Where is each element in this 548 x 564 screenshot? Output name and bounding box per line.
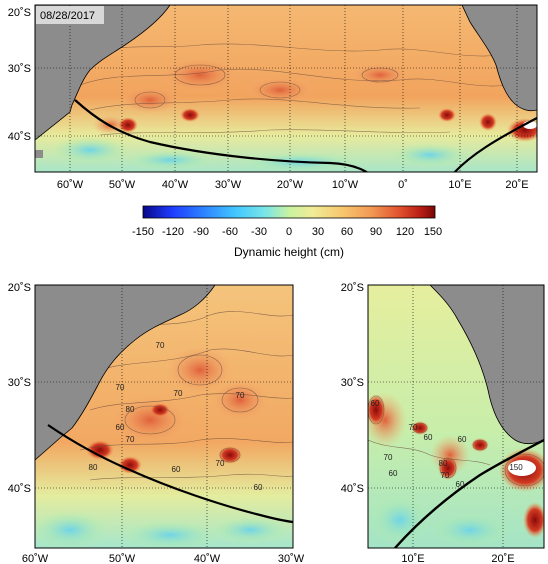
top-lat-label-40s: 40˚S	[8, 131, 31, 143]
colorbar-tick-label: -60	[222, 226, 238, 238]
contour-label: 70	[216, 459, 225, 468]
bl-lon-label-30w: 30˚W	[278, 553, 305, 564]
br-lat-label-20s: 20˚S	[341, 282, 364, 294]
south-america-landmass	[35, 5, 171, 141]
colorbar-tick-label: 120	[396, 226, 414, 238]
top-front-line	[74, 99, 369, 172]
contour-label: 70	[174, 389, 183, 398]
br-lon-label-10e: 10˚E	[401, 553, 424, 564]
colorbar-tick-label: 30	[312, 226, 324, 238]
colorbar-tick-label: -120	[162, 226, 184, 238]
top-lon-label-40w: 40˚W	[162, 179, 189, 191]
top-front-line-east	[453, 117, 537, 172]
contour-label: 60	[116, 423, 125, 432]
top-map: 08/28/2017 20˚S 30˚S 40˚S 60˚W 50˚W 40˚W…	[8, 4, 538, 191]
africa-landmass	[461, 5, 537, 112]
bl-lat-label-20s: 20˚S	[8, 282, 31, 294]
colorbar-tick-label: 90	[370, 226, 382, 238]
contour-label: 70	[156, 341, 165, 350]
contour-label: 80	[439, 459, 448, 468]
contour-label: 60	[371, 399, 380, 408]
top-lat-label-30s: 30˚S	[8, 63, 31, 75]
bottom-right-map-frame	[367, 284, 545, 549]
bl-lon-label-50w: 50˚W	[109, 553, 136, 564]
colorbar-tick-label: -90	[193, 226, 209, 238]
top-lon-label-10w: 10˚W	[332, 179, 359, 191]
colorbar-label: Dynamic height (cm)	[234, 245, 344, 259]
bl-lat-label-30s: 30˚S	[8, 377, 31, 389]
contour-label: 80	[89, 463, 98, 472]
colorbar-gradient	[142, 205, 436, 219]
br-lat-label-40s: 40˚S	[341, 483, 364, 495]
contour-label: 60	[458, 435, 467, 444]
top-lon-label-20e: 20˚E	[505, 179, 528, 191]
top-lon-label-20w: 20˚W	[277, 179, 304, 191]
top-lat-label-20s: 20˚S	[8, 7, 31, 19]
bl-lon-label-40w: 40˚W	[194, 553, 221, 564]
bottom-left-front-line	[47, 424, 293, 524]
top-lon-label-50w: 50˚W	[109, 179, 136, 191]
top-map-frame	[34, 4, 538, 173]
contour-label: 70	[409, 423, 418, 432]
bottom-right-map-grid	[368, 285, 544, 548]
top-lon-label-0: 0˚	[398, 179, 408, 191]
date-label-box	[36, 6, 104, 24]
bl-lon-label-60w: 60˚W	[22, 553, 49, 564]
contour-label: 70	[441, 471, 450, 480]
colorbar-tick-label: -30	[251, 226, 267, 238]
colorbar: -150 -120 -90 -60 -30 0 30 60 90 120 150…	[132, 205, 442, 259]
bottom-left-map-grid	[35, 285, 293, 548]
top-lon-label-30w: 30˚W	[215, 179, 242, 191]
bottom-left-map-frame	[34, 284, 294, 549]
bottom-left-map: 70 70 70 70 80 60 70 80 60 70 60 20˚S 30…	[8, 282, 305, 564]
date-label: 08/28/2017	[40, 10, 95, 22]
contour-label: 60	[456, 480, 465, 489]
contour-label: 60	[424, 433, 433, 442]
africa-landmass	[429, 285, 544, 445]
br-lon-label-20e: 20˚E	[491, 553, 514, 564]
contour-label: 70	[126, 435, 135, 444]
colorbar-tick-label: -150	[132, 226, 154, 238]
bottom-right-front-line	[394, 438, 544, 548]
contour-label: 60	[389, 469, 398, 478]
south-america-landmass	[35, 285, 216, 461]
colorbar-tick-label: 0	[286, 226, 292, 238]
colorbar-tick-label: 150	[424, 226, 442, 238]
contour-label: 80	[126, 405, 135, 414]
contour-label: 150	[509, 463, 523, 472]
colorbar-tick-label: 60	[341, 226, 353, 238]
contour-label: 70	[236, 391, 245, 400]
contour-label: 70	[116, 383, 125, 392]
contour-label: 60	[172, 465, 181, 474]
top-lon-label-10e: 10˚E	[448, 179, 471, 191]
bl-lat-label-40s: 40˚S	[8, 483, 31, 495]
top-lon-label-60w: 60˚W	[57, 179, 84, 191]
contour-label: 60	[254, 483, 263, 492]
bottom-right-map: 60 70 60 60 70 60 60 80 70 150 20˚S 30˚S…	[341, 282, 545, 564]
br-lat-label-30s: 30˚S	[341, 377, 364, 389]
contour-label: 70	[384, 453, 393, 462]
top-map-grid	[35, 5, 537, 172]
